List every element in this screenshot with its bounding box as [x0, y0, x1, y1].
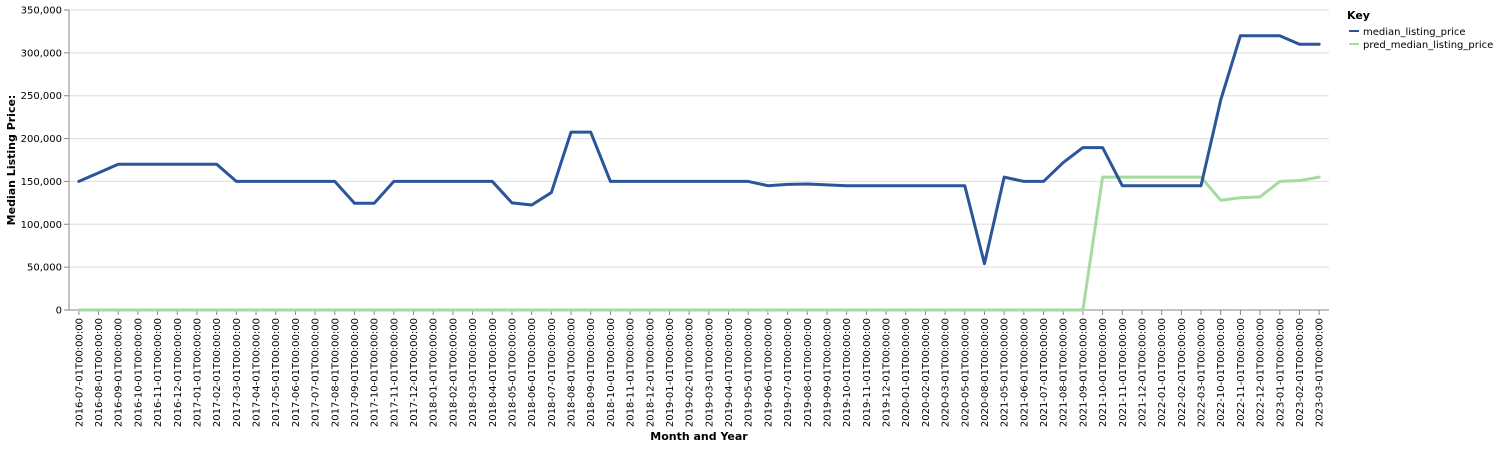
x-tick-label: 2020-03-01T00:00:00: [941, 318, 952, 427]
legend-label: pred_median_listing_price: [1363, 40, 1493, 51]
x-tick-label: 2017-06-01T00:00:00: [291, 318, 302, 427]
x-axis: 2016-07-01T00:00:00 2016-08-01T00:00:00 20…: [69, 309, 1329, 427]
x-tick-label: 2019-08-01T00:00:00: [803, 318, 814, 427]
x-tick-label: 2019-09-01T00:00:00: [822, 318, 833, 427]
x-tick-label: 2016-12-01T00:00:00: [173, 318, 184, 427]
y-tick-label: 200,000: [21, 134, 62, 145]
x-tick-label: 2017-10-01T00:00:00: [370, 318, 381, 427]
y-axis: 0 50,000 100,000 150,000 200,000 250,000 300,0…: [21, 6, 70, 317]
x-tick-label: 2017-11-01T00:00:00: [389, 318, 400, 427]
x-tick-label: 2019-05-01T00:00:00: [744, 318, 755, 427]
x-tick-label: 2018-08-01T00:00:00: [567, 318, 578, 427]
x-tick-label: 2019-03-01T00:00:00: [704, 318, 715, 427]
y-tick-label: 350,000: [21, 6, 62, 17]
x-tick-label: 2020-01-01T00:00:00: [901, 318, 912, 427]
x-tick-label: 2017-01-01T00:00:00: [192, 318, 203, 427]
x-tick-label: 2021-09-01T00:00:00: [1078, 318, 1089, 427]
x-tick-label: 2018-10-01T00:00:00: [606, 318, 617, 427]
x-tick-label: 2018-09-01T00:00:00: [586, 318, 597, 427]
x-tick-label: 2021-12-01T00:00:00: [1137, 318, 1148, 427]
x-axis-title: Month and Year: [650, 430, 748, 443]
x-tick-label: 2023-02-01T00:00:00: [1295, 318, 1306, 427]
x-tick-label: 2016-09-01T00:00:00: [114, 318, 125, 427]
x-tick-label: 2022-10-01T00:00:00: [1216, 318, 1227, 427]
y-tick-label: 150,000: [21, 177, 62, 188]
gridlines: [69, 9, 1329, 311]
x-tick-label: 2020-08-01T00:00:00: [980, 318, 991, 427]
y-tick-label: 50,000: [27, 263, 62, 274]
series-lines: [77, 34, 1321, 312]
x-tick-label: 2019-12-01T00:00:00: [882, 318, 893, 427]
x-tick-label: 2018-02-01T00:00:00: [448, 318, 459, 427]
x-tick-label: 2017-03-01T00:00:00: [232, 318, 243, 427]
x-tick-label: 2019-07-01T00:00:00: [783, 318, 794, 427]
x-tick-label: 2017-12-01T00:00:00: [409, 318, 420, 427]
x-tick-label: 2017-08-01T00:00:00: [330, 318, 341, 427]
series-line-pred-median-listing-price: [77, 175, 1321, 312]
y-tick-label: 0: [56, 306, 62, 317]
x-tick-label: 2018-07-01T00:00:00: [547, 318, 558, 427]
x-tick-label: 2016-07-01T00:00:00: [74, 318, 85, 427]
x-tick-label: 2019-11-01T00:00:00: [862, 318, 873, 427]
x-tick-label: 2016-10-01T00:00:00: [133, 318, 144, 427]
x-tick-label: 2019-01-01T00:00:00: [665, 318, 676, 427]
x-tick-label: 2019-02-01T00:00:00: [685, 318, 696, 427]
x-tick-label: 2017-05-01T00:00:00: [271, 318, 282, 427]
x-tick-label: 2016-08-01T00:00:00: [94, 318, 105, 427]
legend-label: median_listing_price: [1363, 27, 1466, 38]
x-tick-label: 2017-07-01T00:00:00: [311, 318, 322, 427]
x-tick-label: 2022-01-01T00:00:00: [1157, 318, 1168, 427]
x-tick-label: 2021-07-01T00:00:00: [1039, 318, 1050, 427]
x-tick-label: 2018-04-01T00:00:00: [488, 318, 499, 427]
x-tick-label: 2023-01-01T00:00:00: [1275, 318, 1286, 427]
legend-title: Key: [1347, 9, 1370, 22]
series-line-median-listing-price: [77, 34, 1321, 266]
y-tick-label: 250,000: [21, 91, 62, 102]
x-tick-label: 2021-06-01T00:00:00: [1019, 318, 1030, 427]
x-tick-label: 2019-06-01T00:00:00: [763, 318, 774, 427]
y-axis-title: Median Listing Price:: [5, 95, 18, 226]
x-tick-label: 2018-06-01T00:00:00: [527, 318, 538, 427]
x-tick-label: 2017-02-01T00:00:00: [212, 318, 223, 427]
x-tick-label: 2019-04-01T00:00:00: [724, 318, 735, 427]
x-tick-label: 2020-02-01T00:00:00: [921, 318, 932, 427]
x-tick-label: 2017-09-01T00:00:00: [350, 318, 361, 427]
y-tick-label: 300,000: [21, 48, 62, 59]
x-tick-label: 2022-12-01T00:00:00: [1256, 318, 1267, 427]
x-tick-label: 2018-01-01T00:00:00: [429, 318, 440, 427]
x-tick-label: 2020-05-01T00:00:00: [960, 318, 971, 427]
x-tick-label: 2018-11-01T00:00:00: [626, 318, 637, 427]
x-tick-label: 2018-05-01T00:00:00: [507, 318, 518, 427]
x-tick-label: 2021-10-01T00:00:00: [1098, 318, 1109, 427]
x-tick-label: 2023-03-01T00:00:00: [1315, 318, 1326, 427]
x-tick-label: 2021-08-01T00:00:00: [1059, 318, 1070, 427]
x-tick-label: 2022-03-01T00:00:00: [1197, 318, 1208, 427]
x-tick-label: 2019-10-01T00:00:00: [842, 318, 853, 427]
x-tick-label: 2022-11-01T00:00:00: [1236, 318, 1247, 427]
x-tick-label: 2017-04-01T00:00:00: [252, 318, 263, 427]
x-tick-label: 2016-11-01T00:00:00: [153, 318, 164, 427]
legend: Key median_listing_price pred_median_list…: [1347, 9, 1493, 51]
y-tick-label: 100,000: [21, 220, 62, 231]
x-tick-label: 2018-03-01T00:00:00: [468, 318, 479, 427]
x-tick-label: 2022-02-01T00:00:00: [1177, 318, 1188, 427]
x-tick-label: 2021-11-01T00:00:00: [1118, 318, 1129, 427]
x-tick-label: 2018-12-01T00:00:00: [645, 318, 656, 427]
x-tick-label: 2021-05-01T00:00:00: [1000, 318, 1011, 427]
